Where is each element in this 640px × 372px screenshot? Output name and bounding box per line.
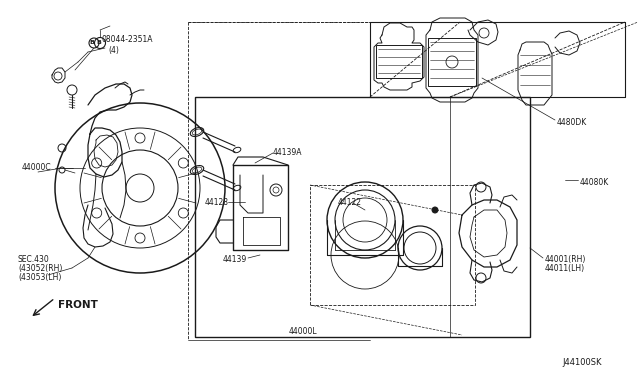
Text: SEC.430: SEC.430 [18, 255, 50, 264]
Text: 44139: 44139 [223, 255, 247, 264]
Text: 44122: 44122 [338, 198, 362, 207]
Text: J44100SK: J44100SK [562, 358, 602, 367]
Text: (43053(LH): (43053(LH) [18, 273, 61, 282]
Circle shape [432, 207, 438, 213]
Bar [376, 45, 422, 78]
Bar [428, 38, 476, 86]
Text: (43052(RH): (43052(RH) [18, 264, 62, 273]
Text: 44139A: 44139A [273, 148, 303, 157]
Text: B: B [97, 41, 101, 45]
Text: B: B [90, 41, 95, 45]
Text: 44128: 44128 [205, 198, 229, 207]
Text: (4): (4) [108, 45, 119, 55]
Bar [310, 185, 475, 305]
Text: 44000C: 44000C [22, 163, 52, 172]
Text: 08044-2351A: 08044-2351A [101, 35, 152, 45]
Text: FRONT: FRONT [58, 300, 98, 310]
Text: 4480DK: 4480DK [557, 118, 588, 127]
Text: 44011(LH): 44011(LH) [545, 264, 585, 273]
Text: 44000L: 44000L [289, 327, 317, 336]
Bar [370, 22, 625, 97]
Text: 44001(RH): 44001(RH) [545, 255, 586, 264]
Bar [195, 97, 530, 337]
Text: 44080K: 44080K [580, 178, 609, 187]
